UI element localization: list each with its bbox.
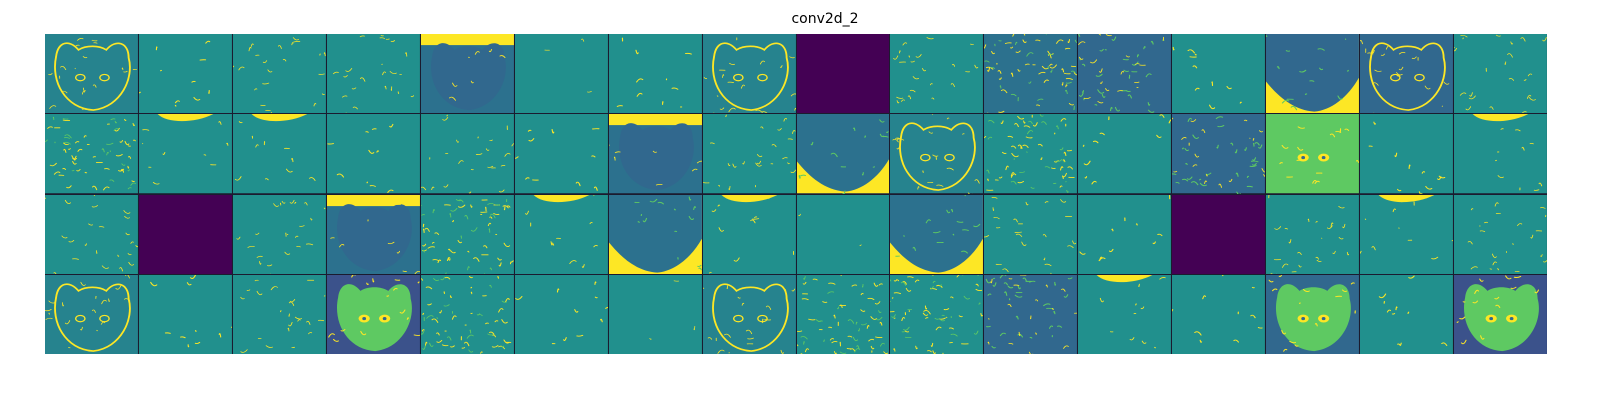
- feature-map-tile-r0-c5: [514, 34, 608, 114]
- feature-map-tile-r0-c11: [1078, 34, 1172, 114]
- feature-map-tile-r3-c5: [514, 274, 608, 354]
- feature-map-tile-r2-c6: [608, 194, 702, 274]
- feature-map-tile-r1-c5: [514, 114, 608, 194]
- feature-map-grid: [45, 34, 1547, 354]
- feature-map-tile-r2-c7: [702, 194, 796, 274]
- feature-map-tile-r2-c4: [420, 194, 514, 274]
- feature-map-tile-r2-c14: [1360, 194, 1454, 274]
- feature-map-tile-r3-c9: [890, 274, 984, 354]
- feature-map-tile-r2-c8: [796, 194, 890, 274]
- feature-map-tile-r2-c12: [1172, 194, 1266, 274]
- feature-map-tile-r0-c12: [1172, 34, 1266, 114]
- feature-map-tile-r0-c2: [232, 34, 326, 114]
- feature-map-tile-r3-c6: [608, 274, 702, 354]
- feature-map-tile-r1-c11: [1078, 114, 1172, 194]
- feature-map-tile-r2-c3: [326, 194, 420, 274]
- feature-map-tile-r2-c11: [1078, 194, 1172, 274]
- feature-map-tile-r3-c3: [326, 274, 420, 354]
- feature-map-tile-r1-c12: [1172, 114, 1266, 194]
- feature-map-tile-r0-c0: [45, 34, 138, 114]
- feature-map-tile-r3-c12: [1172, 274, 1266, 354]
- feature-map-tile-r0-c9: [890, 34, 984, 114]
- feature-map-tile-r0-c15: [1454, 34, 1547, 114]
- feature-map-tile-r1-c1: [138, 114, 232, 194]
- feature-map-tile-r1-c7: [702, 114, 796, 194]
- feature-map-tile-r2-c2: [232, 194, 326, 274]
- feature-map-tile-r3-c7: [702, 274, 796, 354]
- feature-map-tile-r3-c2: [232, 274, 326, 354]
- feature-map-tile-r1-c10: [984, 114, 1078, 194]
- feature-map-tile-r1-c13: [1266, 114, 1360, 194]
- feature-map-tile-r1-c4: [420, 114, 514, 194]
- feature-map-tile-r1-c2: [232, 114, 326, 194]
- feature-map-tile-r0-c7: [702, 34, 796, 114]
- feature-map-tile-r1-c9: [890, 114, 984, 194]
- feature-map-tile-r3-c8: [796, 274, 890, 354]
- feature-map-tile-r3-c14: [1360, 274, 1454, 354]
- feature-map-tile-r0-c8: [796, 34, 890, 114]
- feature-map-tile-r2-c5: [514, 194, 608, 274]
- feature-map-tile-r2-c10: [984, 194, 1078, 274]
- feature-map-tile-r3-c13: [1266, 274, 1360, 354]
- feature-map-tile-r1-c6: [608, 114, 702, 194]
- feature-map-tile-r3-c0: [45, 274, 138, 354]
- feature-map-tile-r1-c0: [45, 114, 138, 194]
- feature-map-tile-r0-c14: [1360, 34, 1454, 114]
- feature-map-tile-r2-c13: [1266, 194, 1360, 274]
- feature-map-tile-r3-c11: [1078, 274, 1172, 354]
- feature-map-tile-r1-c8: [796, 114, 890, 194]
- feature-map-tile-r0-c6: [608, 34, 702, 114]
- feature-map-tile-r2-c0: [45, 194, 138, 274]
- feature-map-tile-r3-c4: [420, 274, 514, 354]
- feature-map-tile-r0-c4: [420, 34, 514, 114]
- feature-map-tile-r0-c13: [1266, 34, 1360, 114]
- feature-map-tile-r0-c3: [326, 34, 420, 114]
- feature-map-tile-r1-c3: [326, 114, 420, 194]
- feature-map-tile-r2-c9: [890, 194, 984, 274]
- feature-map-tile-r1-c14: [1360, 114, 1454, 194]
- feature-map-tile-r3-c1: [138, 274, 232, 354]
- feature-map-tile-r2-c1: [138, 194, 232, 274]
- feature-map-tile-r0-c10: [984, 34, 1078, 114]
- feature-map-tile-r2-c15: [1454, 194, 1547, 274]
- feature-map-tile-r1-c15: [1454, 114, 1547, 194]
- feature-map-tile-r3-c15: [1454, 274, 1547, 354]
- feature-map-tile-r0-c1: [138, 34, 232, 114]
- feature-map-tile-r3-c10: [984, 274, 1078, 354]
- chart-title: conv2d_2: [791, 11, 859, 27]
